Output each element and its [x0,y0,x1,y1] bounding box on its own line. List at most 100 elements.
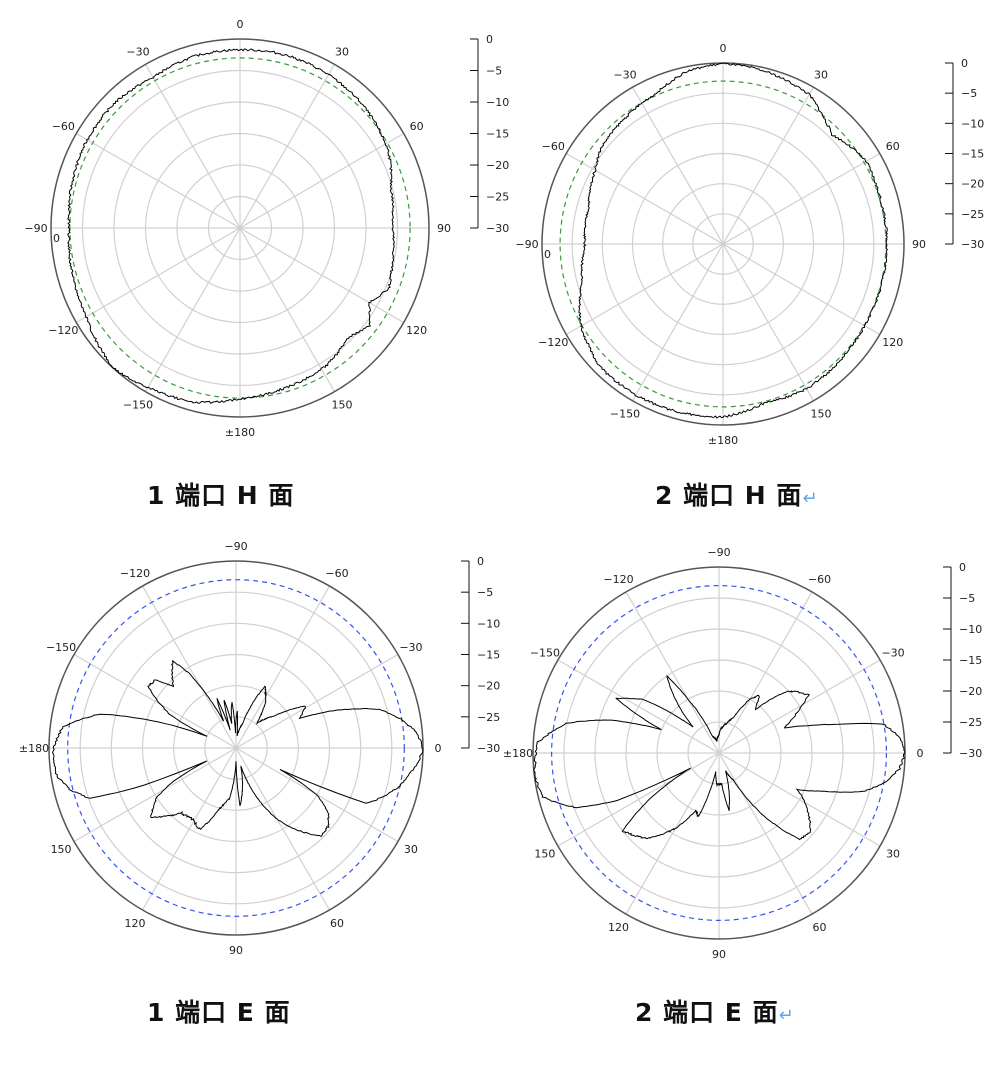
scale-bar-label: −15 [486,128,509,141]
angle-tick-label: −60 [542,140,565,153]
angle-tick-label: 150 [51,843,72,856]
title-text: 1 端口 E 面 [147,998,291,1027]
angle-tick-label: −120 [120,567,150,580]
chart-title-4: 2 端口 E 面↵ [635,993,795,1029]
scale-bar-label: −5 [477,586,493,599]
angle-tick-label: 0 [237,18,244,31]
angle-tick-label: 120 [406,324,427,337]
polar-chart-3: 0 30 60 90 120 150 ±180 −150 −120 −90 −60 −30 0 −5 −10… [19,540,500,957]
angle-tick-label: 90 [437,222,451,235]
pattern-series-line [533,674,906,841]
angle-tick-label: 0 [720,42,727,55]
grid-spoke [144,64,336,392]
angle-tick-label: 0 [435,742,442,755]
angle-tick-label: 0 [917,747,924,760]
angle-tick-label: −150 [46,641,76,654]
polar-chart-2: 0 30 60 90 120 150 ±180 −150 −120 −90 −60 −30 0 0 −5 −1… [515,42,984,447]
scale-bar-label: −5 [486,65,502,78]
angle-tick-label: 90 [229,944,243,957]
return-mark-icon: ↵ [778,1005,795,1026]
chart-title-2: 2 端口 H 面↵ [655,476,819,512]
angle-tick-label: −90 [224,540,247,553]
angle-tick-label: 60 [813,921,827,934]
angle-tick-label: 30 [335,45,349,58]
scale-bar-label: 0 [959,561,966,574]
angle-tick-label: −120 [48,324,78,337]
angle-tick-label: 120 [608,921,629,934]
angle-tick-label: −60 [325,567,348,580]
scale-bar-label: −20 [961,178,984,191]
grid-spoke [557,659,881,847]
angle-tick-label: 60 [330,917,344,930]
pattern-series-line [578,62,889,419]
scale-bar-label: −5 [961,87,977,100]
angle-tick-label: 30 [886,848,900,861]
scale-bar-label: −15 [961,148,984,161]
grid-spoke [73,653,399,843]
angle-tick-label: 90 [912,238,926,251]
angle-tick-label: −60 [52,120,75,133]
title-text: 2 端口 E 面 [635,998,779,1027]
angle-tick-label: −30 [613,68,636,81]
polar-chart-1: 0 30 60 90 120 150 ±180 −150 −120 −90 −60 −30 0 0 −5 −1… [24,18,509,439]
return-mark-icon: ↵ [802,488,819,509]
angle-tick-label: 120 [882,336,903,349]
scale-bar-label: −30 [486,222,509,235]
angle-tick-label: −120 [538,336,568,349]
angle-tick-label: 60 [410,120,424,133]
pattern-series-line [52,659,424,838]
title-text: 2 端口 H 面 [655,481,803,510]
reference-circle-3db [67,579,405,917]
chart-title-1: 1 端口 H 面 [147,476,294,512]
angle-tick-label: ±180 [19,742,49,755]
scale-bar-label: −10 [477,617,500,630]
angle-tick-label: −30 [881,647,904,660]
chart-title-3: 1 端口 E 面 [147,993,291,1029]
angle-tick-label: 60 [886,140,900,153]
scale-bar-label: −15 [959,654,982,667]
angle-tick-label: −60 [808,573,831,586]
polar-chart-4: 0 30 60 90 120 150 ±180 −150 −120 −90 −60 −30 0 −5 −10… [503,546,982,961]
angle-extra-label: 0 [544,248,551,261]
angle-tick-label: 90 [712,948,726,961]
scale-bar-label: −30 [961,238,984,251]
angle-tick-label: −150 [530,647,560,660]
scale-bar-label: 0 [477,555,484,568]
angle-tick-label: 150 [534,848,555,861]
scale-bar-label: −20 [959,685,982,698]
scale-bar-label: 0 [486,33,493,46]
reference-circle-3db [550,584,887,921]
angle-tick-label: 30 [404,843,418,856]
outer-circle [50,38,430,418]
scale-bar-label: −5 [959,592,975,605]
angle-tick-label: 120 [125,917,146,930]
scale-bar-label: −30 [959,747,982,760]
angle-tick-label: 30 [814,68,828,81]
scale-bar-label: −10 [486,96,509,109]
angle-tick-label: −30 [126,45,149,58]
angle-tick-label: ±180 [225,426,255,439]
angle-tick-label: −90 [707,546,730,559]
scale-bar-label: −25 [477,711,500,724]
scale-bar-label: −10 [961,117,984,130]
pattern-series-line [67,48,395,404]
scale-bar-label: −10 [959,623,982,636]
angle-tick-label: −90 [515,238,538,251]
angle-tick-label: ±180 [708,434,738,447]
reference-circle-3db [69,57,411,399]
scale-bar-label: −20 [486,159,509,172]
scale-bar-label: −15 [477,649,500,662]
title-text: 1 端口 H 面 [147,481,295,510]
angle-extra-label: 0 [53,232,60,245]
scale-bar-label: −25 [961,208,984,221]
outer-circle [48,560,424,936]
angle-tick-label: 150 [332,399,353,412]
angle-tick-label: −150 [123,399,153,412]
angle-tick-label: −150 [610,408,640,421]
angle-tick-label: 150 [811,408,832,421]
scale-bar-label: −30 [477,742,500,755]
scale-bar-label: −25 [959,716,982,729]
angle-tick-label: −30 [399,641,422,654]
